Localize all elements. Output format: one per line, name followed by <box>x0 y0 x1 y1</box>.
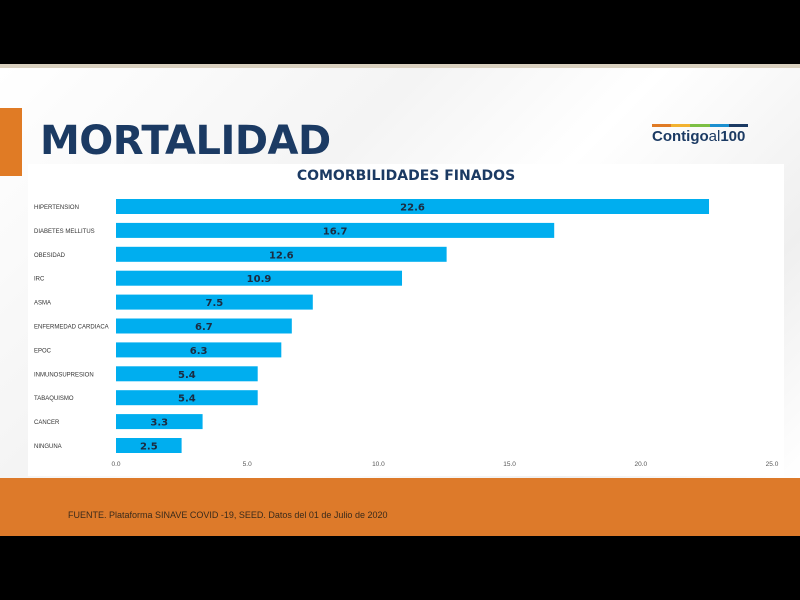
x-tick-label: 5.0 <box>243 461 252 468</box>
bar <box>116 294 313 310</box>
bar <box>116 199 710 214</box>
x-tick-label: 20.0 <box>634 461 647 468</box>
letterbox-bottom <box>0 536 800 600</box>
data-label: 12.6 <box>269 250 294 261</box>
logo-text-al: al <box>708 128 721 145</box>
letterbox-top <box>0 0 800 64</box>
chart-title: COMORBILIDADES FINADOS <box>296 168 516 184</box>
data-label: 2.5 <box>140 442 158 453</box>
category-label: HIPERTENSION <box>34 205 79 211</box>
source-note: FUENTE. Plataforma SINAVE COVID -19, SEE… <box>68 510 388 520</box>
data-label: 3.3 <box>150 418 168 429</box>
logo-text-main: Contigo <box>652 128 709 145</box>
bar <box>116 222 555 238</box>
logo-text-num: 100 <box>720 128 746 145</box>
data-label: 22.6 <box>400 203 425 214</box>
category-label: EPOC <box>34 348 52 354</box>
logo-color-stripe <box>652 124 749 127</box>
category-label: OBESIDAD <box>34 253 66 259</box>
category-label: ASMA <box>34 301 51 307</box>
category-label: IRC <box>34 277 45 283</box>
bar <box>116 366 258 382</box>
chart-panel: COMORBILIDADES FINADOS HIPERTENSION 22.6 D… <box>28 164 784 476</box>
bar <box>116 270 403 286</box>
data-label: 5.4 <box>178 370 196 381</box>
bar <box>116 342 282 358</box>
x-tick-label: 25.0 <box>766 461 779 468</box>
x-tick-label: 0.0 <box>111 461 120 468</box>
category-label: ENFERMEDAD CARDIACA <box>34 325 109 331</box>
slide: MORTALIDAD Contigoal100 COMORBILIDADES F… <box>0 64 800 536</box>
data-label: 16.7 <box>323 226 348 237</box>
data-label: 6.3 <box>190 346 208 357</box>
category-label: NINGUNA <box>34 444 62 450</box>
data-label: 10.9 <box>247 274 272 285</box>
page-title: MORTALIDAD <box>40 118 331 164</box>
category-label: CANCER <box>34 420 60 426</box>
x-tick-label: 15.0 <box>503 461 516 468</box>
x-tick-label: 10.0 <box>372 461 385 468</box>
bar <box>116 318 292 334</box>
category-label: INMUNOSUPRESION <box>34 372 94 378</box>
data-label: 5.4 <box>178 394 196 405</box>
data-label: 6.7 <box>195 322 213 333</box>
footer-band: FUENTE. Plataforma SINAVE COVID -19, SEE… <box>0 478 800 536</box>
bar <box>116 390 258 406</box>
bar <box>116 246 447 262</box>
bar <box>116 438 182 453</box>
bar <box>116 414 203 430</box>
category-label: DIABETES MELLITUS <box>34 229 95 235</box>
slide-top-line <box>0 64 800 68</box>
bar-chart: HIPERTENSION 22.6 DIABETES MELLITUS 16.7 OBE… <box>34 199 779 468</box>
category-label: TABAQUISMO <box>34 396 74 402</box>
contigo-al-100-logo: Contigoal100 <box>652 124 749 150</box>
data-label: 7.5 <box>206 298 224 309</box>
orange-accent-bar <box>0 108 22 176</box>
